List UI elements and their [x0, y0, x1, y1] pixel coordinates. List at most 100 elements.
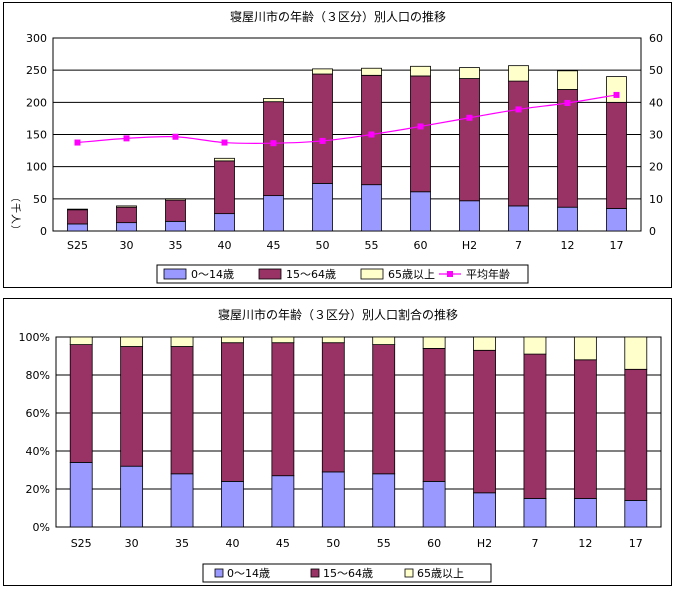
- bar-segment: [573, 336, 597, 361]
- average-age-point: [123, 135, 130, 142]
- bar-segment: [459, 78, 480, 202]
- bar-segment: [116, 206, 137, 224]
- x-tick-label: 60: [427, 537, 441, 550]
- y-axis-label-char: （: [9, 192, 21, 202]
- population-chart-panel: 寝屋川市の年齢（３区分）別人口の推移 0 50 100 150 200 250 300 0 10…: [3, 2, 672, 288]
- average-age-point: [368, 131, 375, 138]
- average-age-point: [221, 139, 228, 146]
- bar-segment: [312, 68, 333, 75]
- bar-segment: [523, 353, 547, 499]
- x-tick-label: 12: [578, 537, 592, 550]
- legend-label: 0～14歳: [191, 268, 234, 281]
- bar-segment: [410, 191, 431, 232]
- y-tick-label: 60%: [26, 407, 50, 420]
- bar-segment: [312, 182, 333, 232]
- bar-segment: [410, 65, 431, 77]
- y-tick-label: 200: [26, 96, 47, 109]
- legend-label: 0～14歳: [227, 567, 270, 580]
- y-tick-label: 80%: [26, 369, 50, 382]
- y-tick-label: 250: [26, 64, 47, 77]
- average-age-point: [564, 99, 571, 106]
- y-axis-label-char: 千: [9, 203, 21, 213]
- bar-segment: [263, 195, 284, 232]
- bar-segment: [69, 336, 93, 345]
- x-tick-label: 45: [267, 239, 281, 252]
- x-tick-label: H2: [477, 537, 492, 550]
- bar-segment: [170, 346, 194, 475]
- bar-segment: [557, 89, 578, 208]
- bar-segment: [221, 480, 244, 528]
- bar-segment: [573, 359, 597, 499]
- legend-label: 平均年齢: [466, 267, 510, 281]
- bar-segment: [170, 473, 194, 528]
- y-tick-label: 100: [26, 161, 47, 174]
- average-age-line: [77, 94, 617, 144]
- bar-segment: [69, 461, 93, 528]
- average-age-point: [515, 106, 522, 113]
- x-tick-label: 55: [365, 239, 379, 252]
- bar-segment: [508, 80, 529, 207]
- y-tick-label: 0%: [33, 521, 50, 534]
- ratio-chart: 寝屋川市の年齢（３区分）別人口割合の推移 0% 20% 40% 60% 80% 100% S…: [19, 307, 662, 583]
- bar-segment: [312, 73, 333, 184]
- x-tick-label: 12: [561, 239, 575, 252]
- bar-segment: [361, 184, 382, 232]
- bar-segment: [573, 498, 597, 528]
- y2-tick-label: 60: [649, 32, 663, 45]
- bar-segment: [624, 368, 648, 501]
- legend-swatch: [447, 271, 453, 277]
- average-age-point: [466, 114, 473, 121]
- bar-segment: [361, 67, 382, 76]
- legend: 0～14歳 15～64歳 65歳以上: [202, 563, 492, 583]
- bar-segment: [67, 208, 88, 211]
- bar-segment: [214, 213, 235, 232]
- bar-segment: [263, 101, 284, 197]
- bar-segment: [271, 336, 295, 344]
- y-tick-label: 0: [40, 225, 47, 238]
- bar-segment: [372, 344, 396, 475]
- y-tick-label: 50: [33, 193, 47, 206]
- bar-segment: [410, 75, 431, 193]
- legend-swatch: [310, 568, 320, 578]
- x-tick-label: 35: [175, 537, 189, 550]
- legend-swatch: [163, 268, 187, 280]
- y2-tick-label: 50: [649, 64, 663, 77]
- x-tick-label: 17: [610, 239, 624, 252]
- y2-tick-label: 40: [649, 96, 663, 109]
- y2-tick-label: 0: [649, 225, 656, 238]
- x-tick-label: 45: [276, 537, 290, 550]
- x-tick-label: 60: [414, 239, 428, 252]
- x-tick-label: 7: [515, 239, 522, 252]
- bar-segment: [473, 336, 496, 351]
- bar-segment: [214, 157, 235, 162]
- average-age-point: [319, 137, 326, 144]
- bar-segment: [473, 492, 496, 528]
- legend-label: 15～64歳: [323, 567, 373, 580]
- bar-segment: [606, 101, 627, 209]
- y-tick-label: 300: [26, 32, 47, 45]
- x-tick-label: S25: [67, 239, 88, 252]
- bar-segment: [422, 348, 446, 482]
- y2-tick-label: 30: [649, 129, 663, 142]
- bar-segment: [165, 220, 186, 232]
- bar-segment: [508, 65, 529, 82]
- x-tick-label: 30: [125, 537, 139, 550]
- chart-title: 寝屋川市の年齢（３区分）別人口の推移: [230, 9, 446, 24]
- bar-segment: [473, 349, 496, 494]
- bar-segment: [557, 206, 578, 232]
- bar-segment: [422, 336, 446, 349]
- legend-label: 65歳以上: [417, 567, 464, 580]
- x-tick-label: 50: [316, 239, 330, 252]
- bar-segment: [116, 222, 137, 232]
- x-tick-label: 17: [629, 537, 643, 550]
- bar-segment: [422, 480, 446, 528]
- bar-segment: [120, 465, 144, 528]
- bar-segment: [624, 336, 648, 370]
- bar-segment: [263, 98, 284, 103]
- legend-swatch: [214, 568, 224, 578]
- y2-tick-label: 10: [649, 193, 663, 206]
- bar-segment: [116, 205, 137, 208]
- bar-segment: [120, 346, 144, 467]
- legend-label: 65歳以上: [388, 268, 435, 281]
- legend-box: [202, 563, 492, 583]
